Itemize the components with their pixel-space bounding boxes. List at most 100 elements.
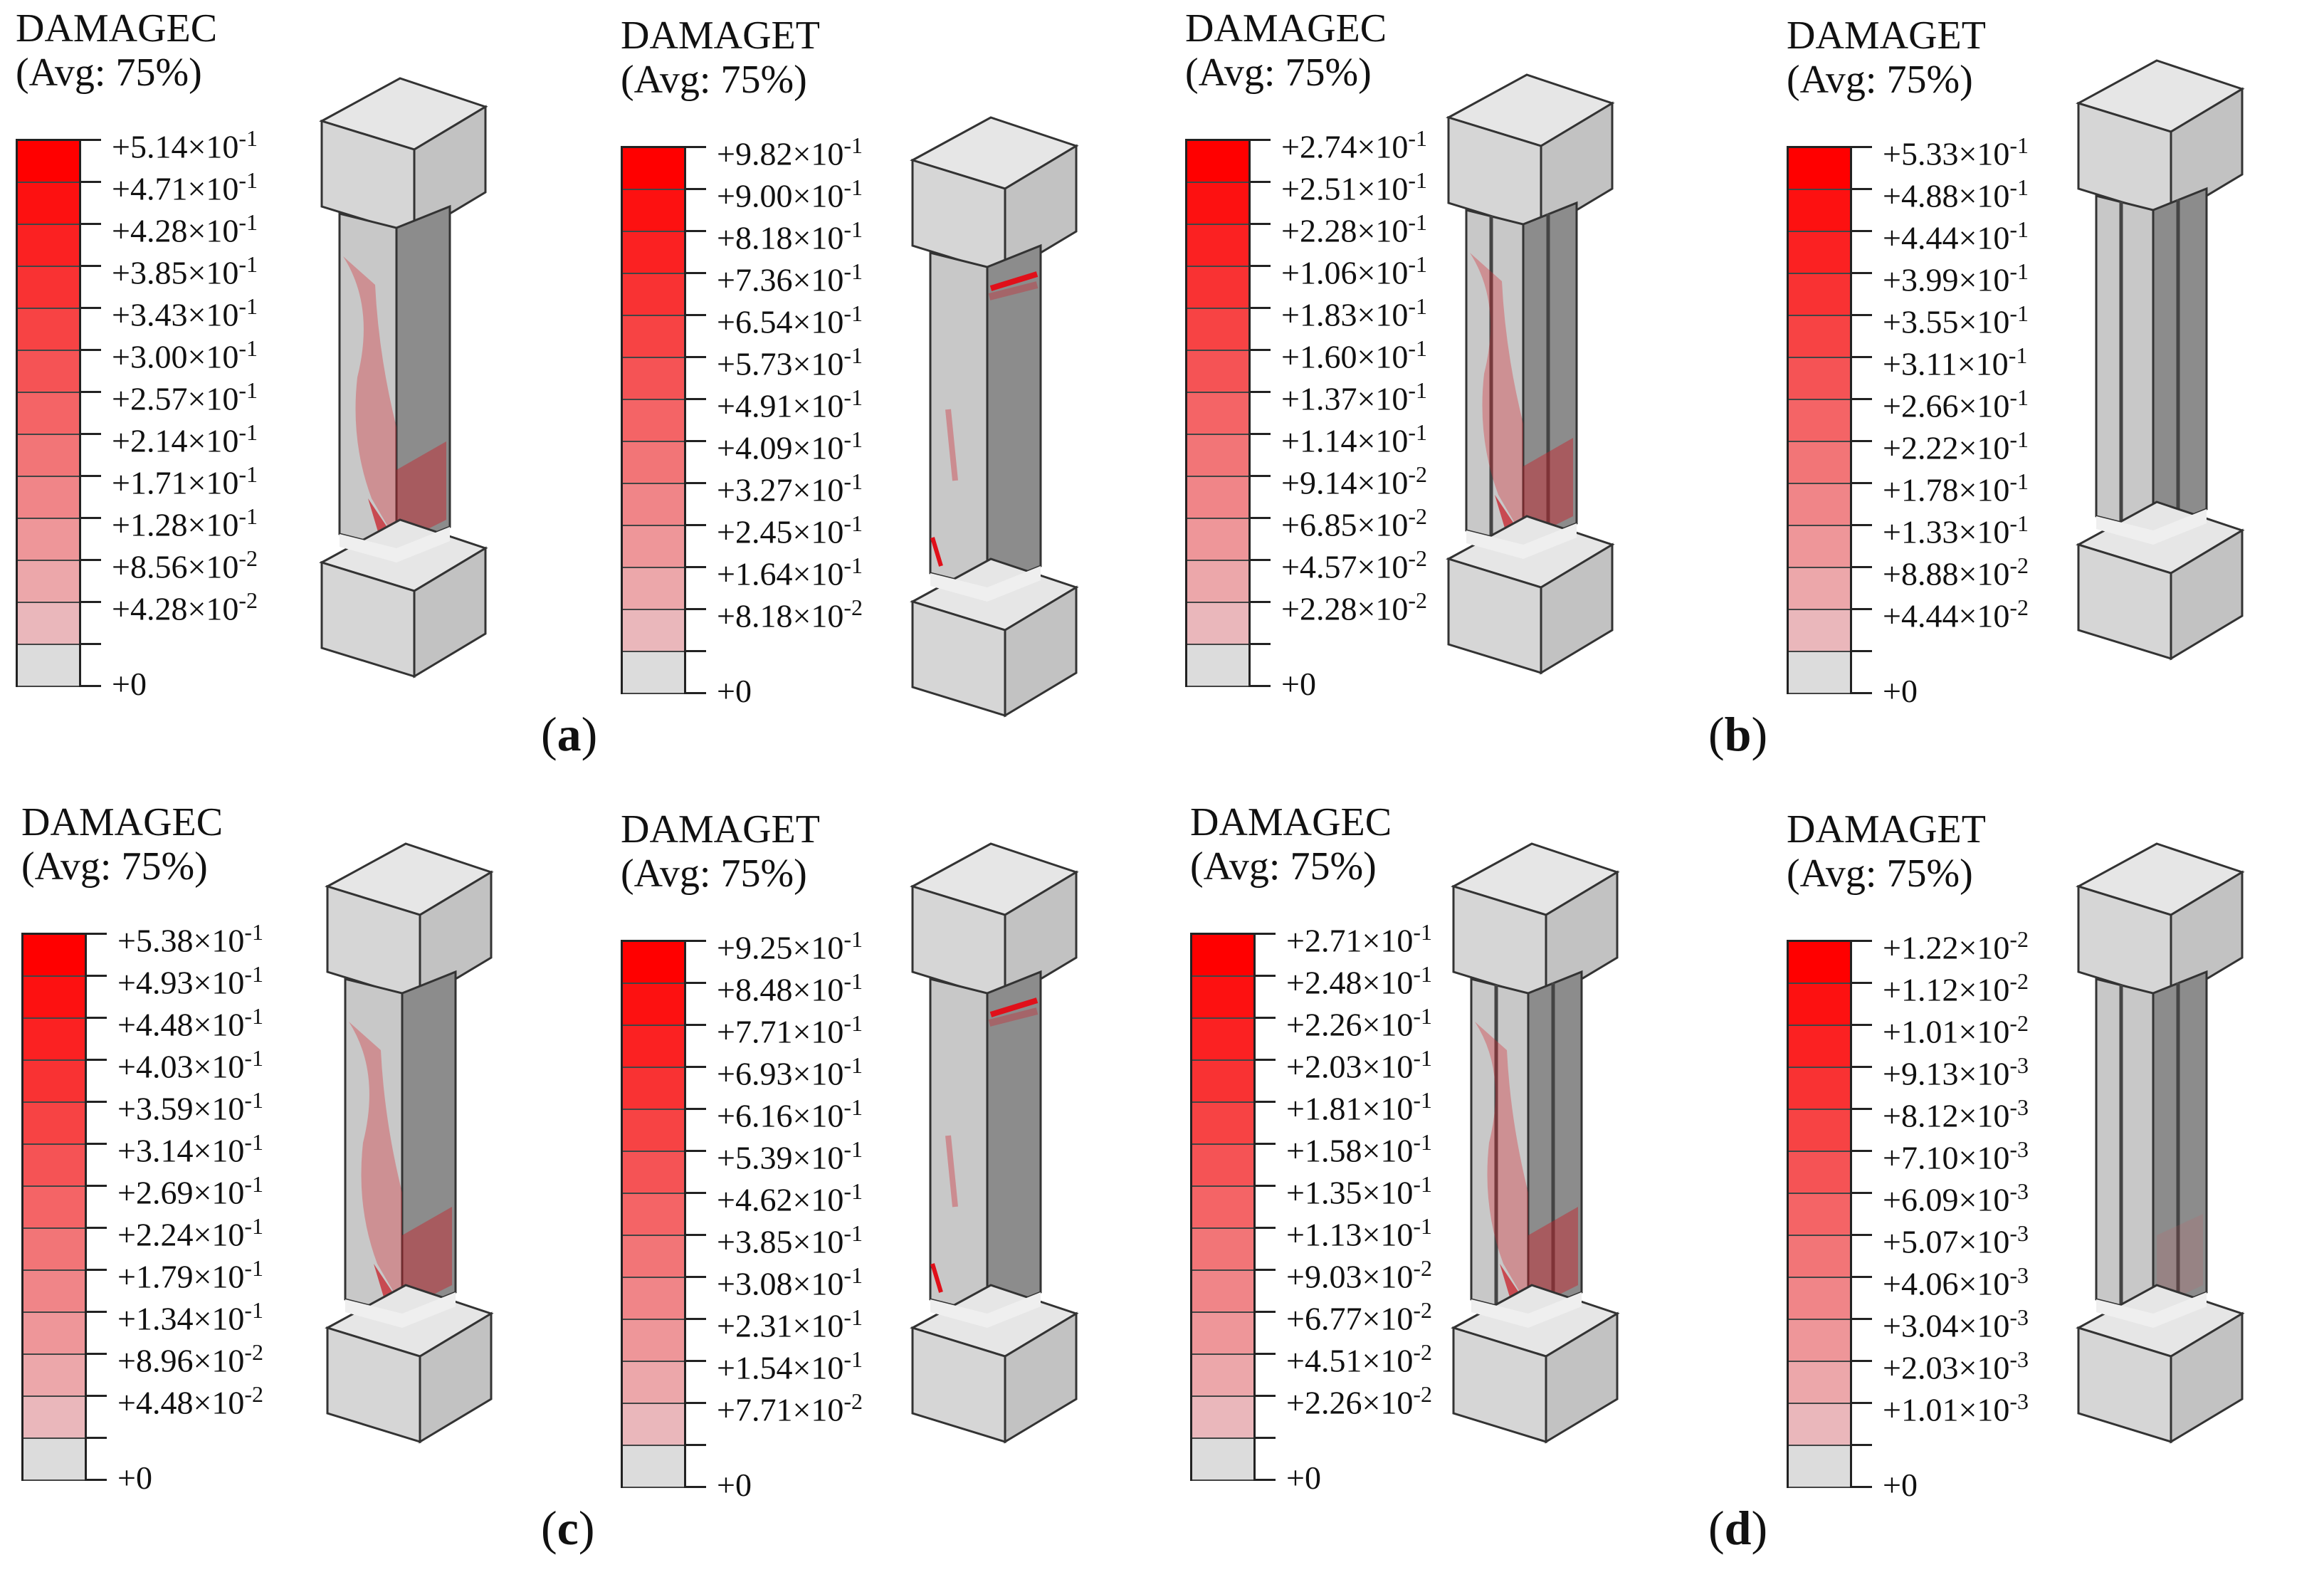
legend-tick <box>1852 1276 1872 1278</box>
legend-tick <box>87 1017 107 1019</box>
legend-band <box>623 568 684 610</box>
legend-tick <box>1852 608 1872 610</box>
legend-title: DAMAGET <box>621 14 820 58</box>
legend-value: +4.93×10-1 <box>117 961 264 1001</box>
legend-color-bar <box>621 146 686 694</box>
legend-band <box>1789 1236 1850 1278</box>
legend-band <box>623 442 684 484</box>
damage-region <box>343 256 396 541</box>
legend-tick <box>87 1353 107 1355</box>
legend-tick <box>1256 975 1276 977</box>
legend-value: +2.03×10-3 <box>1883 1346 2029 1386</box>
cap-right-face <box>1004 870 1078 1002</box>
legend-tick <box>1251 181 1271 183</box>
legend-value: +3.14×10-1 <box>117 1129 264 1169</box>
damage-region <box>349 1022 402 1306</box>
legend-tick <box>87 1311 107 1313</box>
legend-tick <box>1852 1444 1872 1446</box>
legend-band <box>1789 484 1850 526</box>
legend-avg: (Avg: 75%) <box>1190 844 1377 889</box>
cap-right-face <box>1545 870 1619 1002</box>
legend-band <box>1192 1355 1253 1397</box>
base-right-face <box>413 546 487 679</box>
damage-region <box>402 1207 452 1310</box>
cap-right-face <box>1004 144 1078 276</box>
legend-value: +5.33×10-1 <box>1883 132 2029 172</box>
legend-band <box>623 1362 684 1404</box>
legend-tick <box>686 188 706 190</box>
legend-tick <box>81 559 101 561</box>
cap-right-face <box>419 870 493 1002</box>
panel-d-c: DAMAGEC (Avg: 75%) +2.71×10-1 +2.48×10-1 +2.… <box>1190 794 1760 1541</box>
legend-tick <box>686 1108 706 1110</box>
legend-band <box>1187 225 1248 267</box>
legend-value: +0 <box>717 673 752 709</box>
legend-value: +6.93×10-1 <box>717 1052 863 1092</box>
legend-value: +4.44×10-1 <box>1883 216 2029 256</box>
legend-tick <box>686 1318 706 1320</box>
legend-band <box>623 1278 684 1320</box>
base-footprint <box>340 527 450 562</box>
crack-line <box>988 1007 1039 1027</box>
legend-value: +8.88×10-2 <box>1883 552 2029 592</box>
legend-band <box>623 274 684 316</box>
legend-tick <box>1852 1066 1872 1068</box>
legend-tick <box>81 685 101 687</box>
legend-value: +4.48×10-2 <box>117 1381 264 1421</box>
base-right-face <box>1540 543 1614 675</box>
base-right-face <box>1004 1311 1078 1444</box>
legend-value: +9.00×10-1 <box>717 174 863 214</box>
legend-value: +3.04×10-3 <box>1883 1304 2029 1344</box>
legend-tick <box>81 601 101 603</box>
legend-band <box>1789 442 1850 484</box>
legend-tick <box>1852 524 1872 526</box>
legend-band <box>18 477 79 519</box>
legend-tick <box>87 1143 107 1145</box>
legend-tick <box>686 356 706 358</box>
legend-tick <box>1852 650 1872 652</box>
legend-tick <box>686 1486 706 1488</box>
legend-band <box>1187 603 1248 645</box>
legend-band <box>623 984 684 1026</box>
legend-value: +4.51×10-2 <box>1286 1339 1433 1379</box>
legend-tick <box>686 272 706 274</box>
legend-color-bar <box>1787 940 1852 1488</box>
legend-tick <box>1251 307 1271 309</box>
legend-tick <box>1852 398 1872 400</box>
legend-value: +1.35×10-1 <box>1286 1171 1433 1211</box>
legend-avg: (Avg: 75%) <box>1787 852 1973 896</box>
legend-band <box>1789 400 1850 442</box>
legend-band <box>1789 1068 1850 1110</box>
legend-value: +7.71×10-1 <box>717 1010 863 1050</box>
legend-band <box>623 484 684 526</box>
legend-tick <box>1852 440 1872 442</box>
legend-tick <box>1251 223 1271 225</box>
legend-avg: (Avg: 75%) <box>1185 51 1372 95</box>
legend-tick <box>87 1437 107 1439</box>
legend-band <box>623 1236 684 1278</box>
legend-tick <box>1251 139 1271 141</box>
legend-tick <box>87 1395 107 1397</box>
legend-band <box>1789 1404 1850 1446</box>
legend-band <box>623 148 684 190</box>
legend-tick <box>87 1269 107 1271</box>
legend-band <box>1192 935 1253 977</box>
legend-value: +1.33×10-1 <box>1883 510 2029 550</box>
damage-region <box>396 441 446 545</box>
legend-value: +3.59×10-1 <box>117 1087 264 1127</box>
legend-title: DAMAGEC <box>16 6 218 51</box>
legend-band <box>623 942 684 984</box>
legend-value: +9.25×10-1 <box>717 926 863 966</box>
legend-band <box>1789 1446 1850 1488</box>
legend-value: +3.85×10-1 <box>112 251 258 291</box>
legend-value: +5.07×10-3 <box>1883 1220 2029 1260</box>
legend-value: +3.85×10-1 <box>717 1220 863 1260</box>
damage-region <box>1523 438 1573 541</box>
legend-value: +2.03×10-1 <box>1286 1045 1433 1085</box>
legend-value: +8.96×10-2 <box>117 1339 264 1379</box>
legend-tick <box>1852 1486 1872 1488</box>
legend-band <box>18 309 79 351</box>
legend-avg: (Avg: 75%) <box>21 844 208 889</box>
legend-band <box>18 645 79 687</box>
legend-value: +4.88×10-1 <box>1883 174 2029 214</box>
